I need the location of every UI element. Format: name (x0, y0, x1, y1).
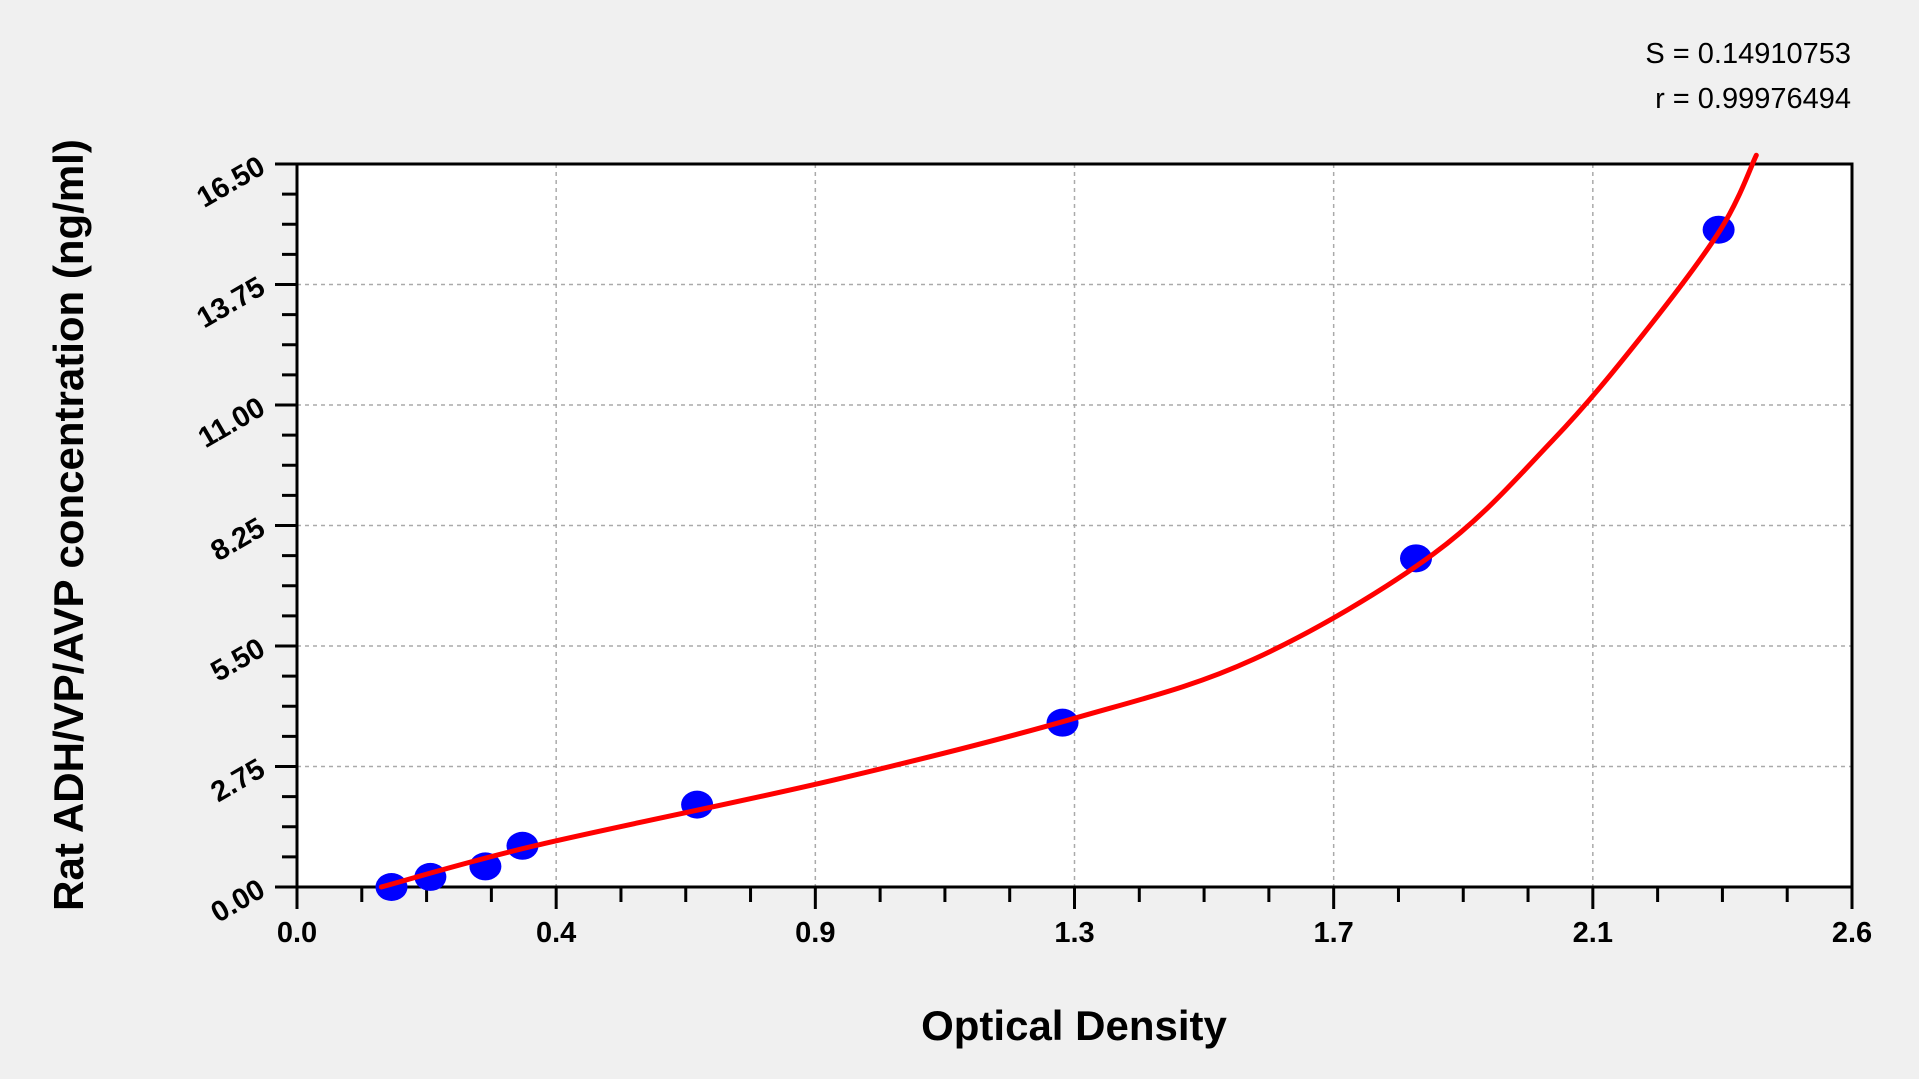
x-tick-label: 1.3 (1054, 917, 1094, 949)
y-axis-title: Rat ADH/VP/AVP concentration (ng/ml) (45, 139, 92, 911)
plot-frame (295, 162, 1854, 889)
ticks (275, 162, 1854, 909)
x-axis-title: Optical Density (921, 1002, 1227, 1049)
s-statistic: S = 0.14910753 (1645, 38, 1851, 70)
y-tick-label: 8.25 (206, 512, 271, 568)
grid (297, 164, 1852, 887)
x-tick-label: 2.6 (1832, 917, 1872, 949)
fit-curve (378, 152, 1759, 890)
data-point (1400, 544, 1433, 573)
x-tick-label: 0.9 (795, 917, 835, 949)
x-tick-label: 1.7 (1314, 917, 1354, 949)
x-tick-label: 2.1 (1573, 917, 1613, 949)
y-tick-label: 5.50 (206, 632, 271, 688)
x-tick-label: 0.4 (536, 917, 576, 949)
r-statistic: r = 0.99976494 (1655, 83, 1851, 115)
y-tick-label: 13.75 (192, 271, 271, 335)
x-tick-label: 0.0 (277, 917, 317, 949)
fit-curve-group (378, 152, 1759, 890)
y-tick-label: 11.00 (193, 391, 270, 454)
y-tick-label: 16.50 (192, 150, 271, 214)
y-tick-label: 0.00 (206, 873, 271, 929)
y-tick-label: 2.75 (206, 753, 271, 809)
